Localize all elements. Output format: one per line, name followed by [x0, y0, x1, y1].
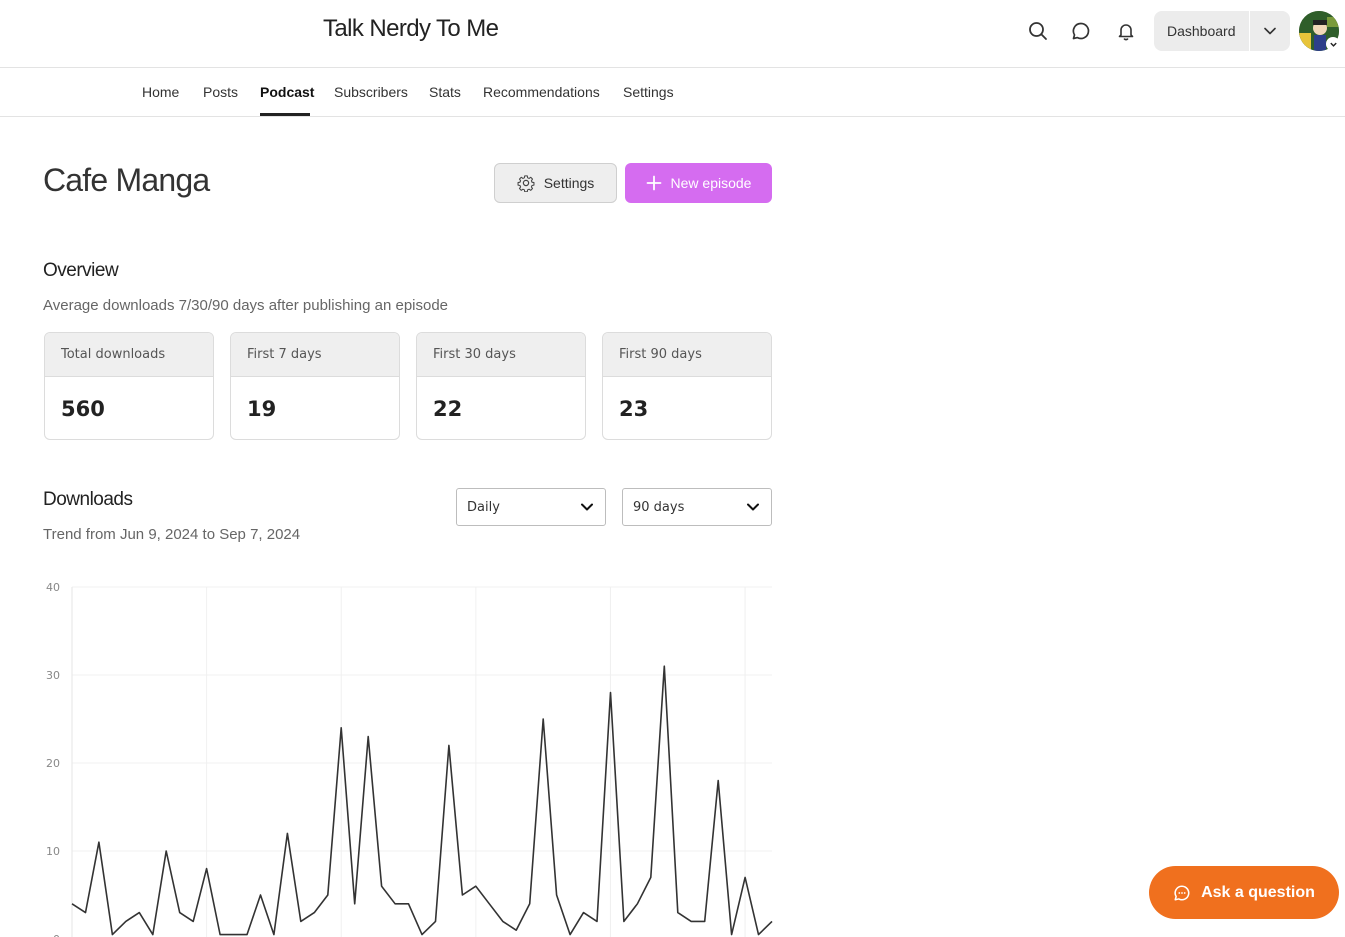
- nav-item-podcast[interactable]: Podcast: [260, 84, 315, 100]
- stat-card-total-downloads: Total downloads 560: [44, 332, 214, 440]
- plus-icon: [646, 175, 661, 191]
- settings-button-label: Settings: [543, 175, 595, 191]
- gear-icon: [517, 175, 535, 192]
- stat-card-first-30-days: First 30 days 22: [416, 332, 586, 440]
- downloads-subtitle: Trend from Jun 9, 2024 to Sep 7, 2024: [43, 526, 301, 543]
- interval-select-value: Daily: [467, 500, 500, 515]
- publication-title[interactable]: Talk Nerdy To Me: [323, 15, 499, 42]
- dashboard-menu-button[interactable]: [1248, 11, 1290, 51]
- dashboard-button[interactable]: Dashboard: [1167, 23, 1236, 39]
- y-tick-label: 10: [46, 845, 60, 858]
- nav-item-home[interactable]: Home: [142, 84, 180, 100]
- stat-card-first-7-days: First 7 days 19: [230, 332, 400, 440]
- chevron-down-icon: [1326, 37, 1340, 51]
- interval-select[interactable]: Daily: [456, 488, 606, 526]
- stat-card-label: Total downloads: [45, 333, 213, 377]
- avatar[interactable]: [1299, 11, 1339, 51]
- active-tab-indicator: [260, 113, 310, 116]
- y-tick-label: 20: [46, 757, 60, 770]
- top-bar: Talk Nerdy To Me Dashboard: [0, 0, 1345, 68]
- y-tick-label: 0: [53, 933, 60, 937]
- chevron-down-icon: [1263, 27, 1276, 35]
- page-title: Cafe Manga: [43, 162, 210, 198]
- stat-card-label: First 7 days: [231, 333, 399, 377]
- nav-item-subscribers[interactable]: Subscribers: [334, 84, 408, 100]
- stat-card-label: First 90 days: [603, 333, 771, 377]
- range-select-value: 90 days: [633, 500, 685, 515]
- overview-heading: Overview: [43, 260, 119, 281]
- overview-subtitle: Average downloads 7/30/90 days after pub…: [43, 297, 449, 314]
- chevron-down-icon: [747, 503, 759, 511]
- stat-card-value: 19: [247, 397, 277, 421]
- downloads-line-chart: 0 10 20 30 40: [46, 581, 773, 937]
- chevron-down-icon: [581, 503, 593, 511]
- range-select[interactable]: 90 days: [622, 488, 772, 526]
- stat-card-value: 23: [619, 397, 649, 421]
- dashboard-button-group: Dashboard: [1154, 11, 1290, 51]
- stat-card-first-90-days: First 90 days 23: [602, 332, 772, 440]
- bell-icon[interactable]: [1115, 20, 1137, 42]
- ask-question-button[interactable]: Ask a question: [1149, 866, 1339, 919]
- new-episode-button[interactable]: New episode: [625, 163, 772, 203]
- nav-item-posts[interactable]: Posts: [203, 84, 239, 100]
- chat-icon[interactable]: [1070, 20, 1092, 42]
- chat-bubble-icon: [1174, 884, 1190, 901]
- downloads-heading: Downloads: [43, 489, 133, 510]
- stat-card-value: 560: [61, 397, 105, 421]
- sub-navigation: Home Posts Podcast Subscribers Stats Rec…: [0, 68, 1345, 117]
- series-line: [71, 665, 773, 936]
- y-tick-label: 30: [46, 669, 60, 682]
- stat-card-label: First 30 days: [417, 333, 585, 377]
- stat-card-value: 22: [433, 397, 463, 421]
- nav-item-recommendations[interactable]: Recommendations: [483, 84, 600, 100]
- new-episode-label: New episode: [670, 175, 752, 191]
- nav-item-stats[interactable]: Stats: [429, 84, 461, 100]
- ask-question-label: Ask a question: [1201, 883, 1315, 901]
- nav-item-settings[interactable]: Settings: [623, 84, 674, 100]
- search-icon[interactable]: [1027, 20, 1049, 42]
- y-tick-label: 40: [46, 581, 60, 594]
- podcast-settings-button[interactable]: Settings: [494, 163, 617, 203]
